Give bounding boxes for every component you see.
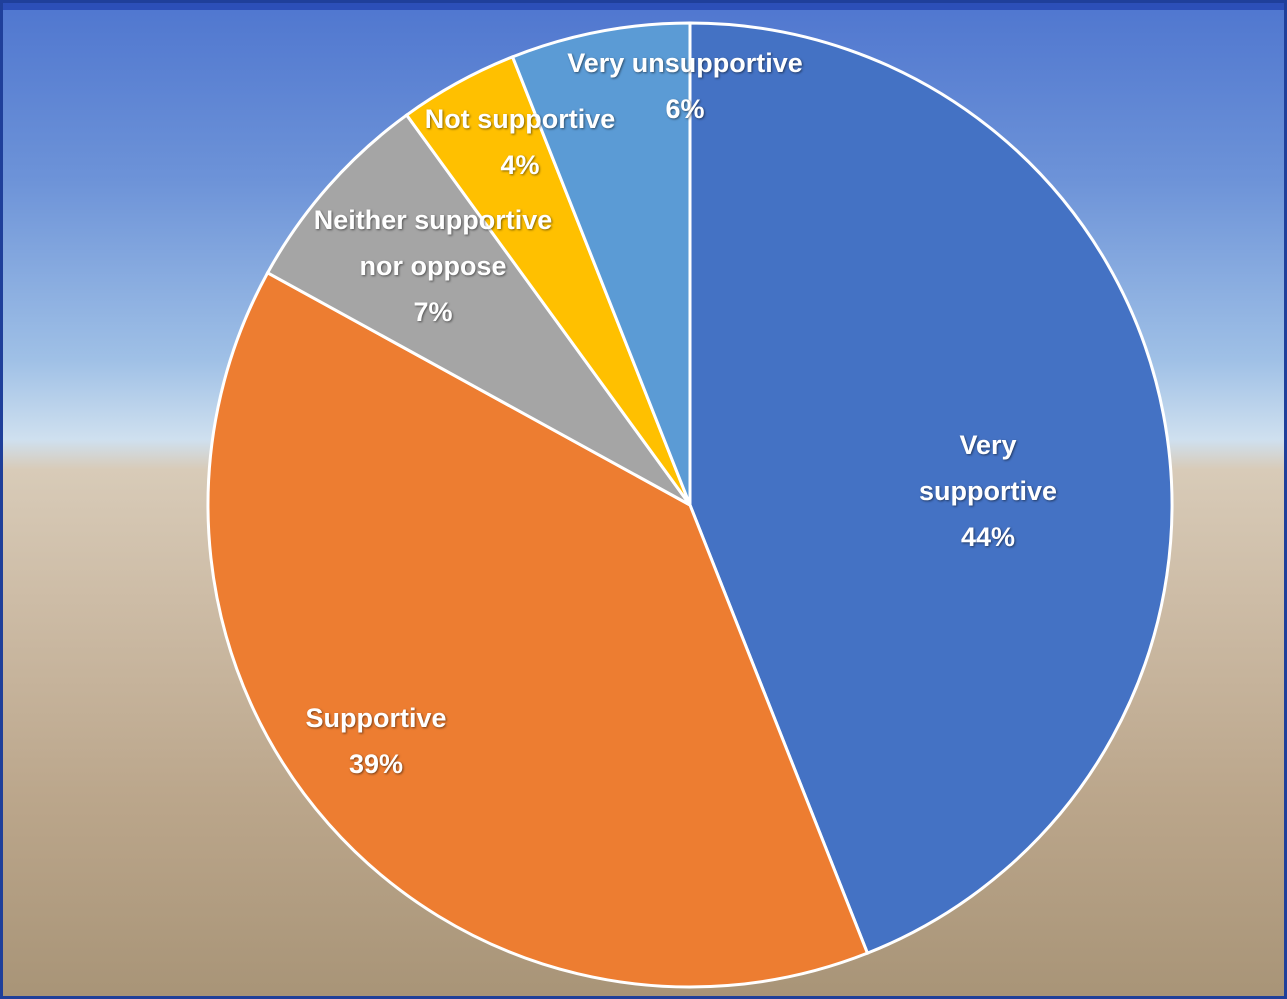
pie-slice	[510, 21, 692, 506]
value-label: 39%	[348, 749, 404, 779]
category-label: Supportive	[305, 703, 447, 733]
slice-label: Very supportive 44%	[893, 422, 1083, 560]
slice-label: Neither supportive nor oppose 7%	[313, 197, 553, 335]
pie-slice	[688, 21, 1174, 956]
slice-label: Not supportive 4%	[380, 96, 660, 188]
category-label: Not supportive	[424, 104, 616, 134]
slice-label: Supportive 39%	[246, 695, 506, 787]
value-label: 4%	[500, 150, 540, 180]
category-label: Neither supportive nor oppose	[313, 205, 553, 281]
pie-slice	[265, 112, 692, 507]
pie-slice	[206, 270, 870, 989]
value-label: 44%	[960, 522, 1016, 552]
value-label: 6%	[665, 94, 705, 124]
title-band	[0, 0, 1287, 10]
slice-label: Very unsupportive 6%	[535, 40, 835, 132]
category-label: Very supportive	[918, 430, 1058, 506]
value-label: 7%	[413, 297, 453, 327]
category-label: Very unsupportive	[567, 48, 803, 78]
